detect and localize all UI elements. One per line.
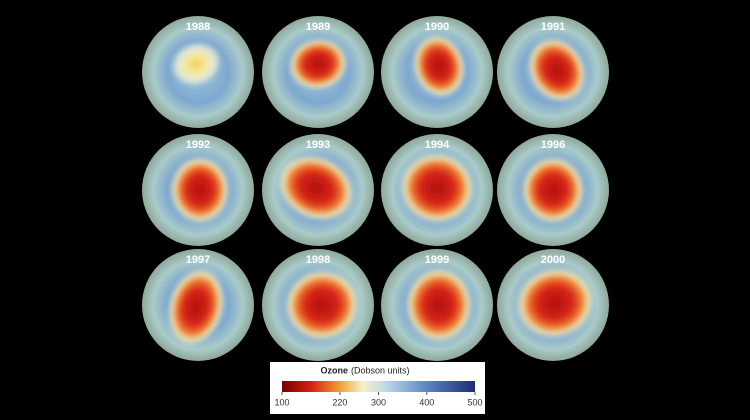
color-legend: Ozone (Dobson units) 100 220 300 400 500 [270, 362, 485, 414]
ozone-panel: 1996 [497, 134, 609, 246]
ozone-hole [277, 154, 355, 222]
ozone-hole [170, 41, 222, 87]
year-label: 1989 [306, 21, 330, 33]
ozone-panel: 2000 [497, 249, 609, 361]
ozone-panel: 1997 [142, 249, 254, 361]
ozone-hole [399, 151, 475, 225]
year-label: 1999 [425, 254, 449, 266]
year-label: 1996 [541, 139, 565, 151]
color-bar [282, 381, 475, 392]
ozone-panel: 1988 [142, 16, 254, 128]
ozone-hole [288, 37, 348, 91]
year-label: 2000 [541, 254, 565, 266]
year-label: 1988 [186, 21, 210, 33]
ozone-hole [167, 267, 225, 347]
ozone-hole [527, 37, 587, 103]
year-label: 1990 [425, 21, 449, 33]
ozone-hole [170, 156, 230, 224]
year-label: 1993 [306, 139, 330, 151]
legend-tick-label: 100 [274, 397, 289, 407]
legend-title: Ozone [320, 365, 348, 375]
year-label: 1998 [306, 254, 330, 266]
ozone-hole [405, 267, 473, 343]
legend-tick-label: 500 [467, 397, 482, 407]
year-label: 1992 [186, 139, 210, 151]
ozone-panel: 1989 [262, 16, 374, 128]
ozone-panel: 1998 [262, 249, 374, 361]
legend-tick-label: 220 [332, 397, 347, 407]
ozone-panel: 1999 [381, 249, 493, 361]
ozone-panel: 1994 [381, 134, 493, 246]
ozone-hole [412, 34, 466, 98]
year-label: 1997 [186, 254, 210, 266]
legend-tick-label: 400 [419, 397, 434, 407]
ozone-hole [515, 266, 595, 340]
year-label: 1994 [425, 139, 450, 151]
ozone-panel: 1993 [262, 134, 374, 246]
ozone-panel: 1991 [497, 16, 609, 128]
ozone-hole [521, 156, 585, 224]
legend-unit: (Dobson units) [351, 365, 410, 375]
year-label: 1991 [541, 21, 565, 33]
panel-grid: 1988 1989 1990 1991 1992 1993 1994 1996 1997 1998… [142, 16, 609, 361]
legend-tick-label: 300 [371, 397, 386, 407]
ozone-panel: 1990 [381, 16, 493, 128]
ozone-panel: 1992 [142, 134, 254, 246]
ozone-hole [284, 268, 360, 342]
